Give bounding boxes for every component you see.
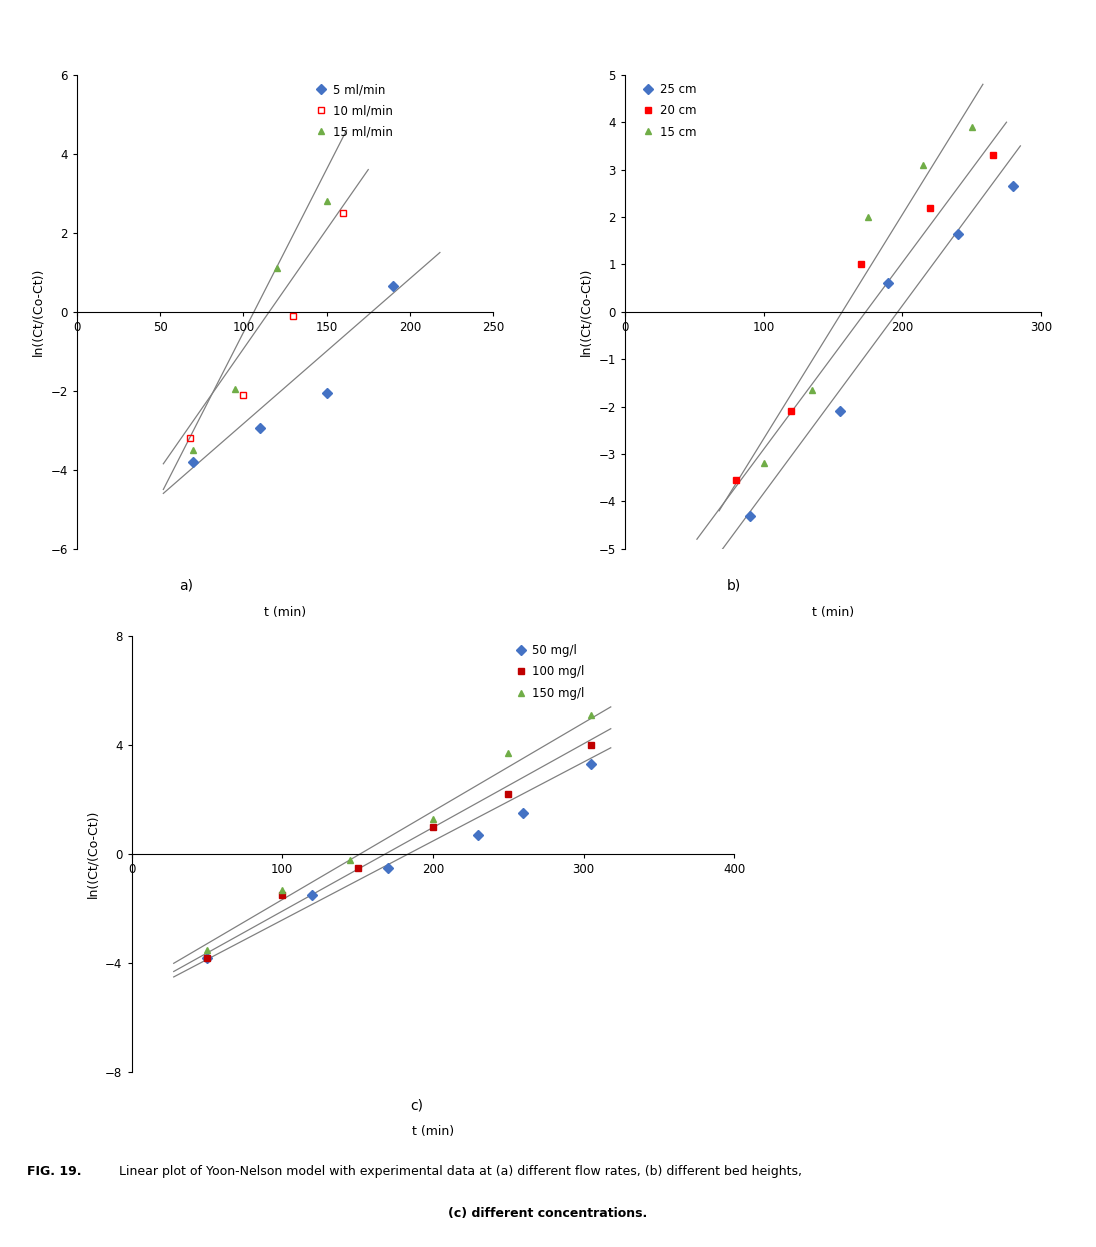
- 100 mg/l: [201, 950, 214, 965]
- 20 cm: [729, 473, 742, 488]
- 25 cm: [833, 404, 846, 419]
- 100 mg/l: [351, 860, 364, 875]
- Text: (c) different concentrations.: (c) different concentrations.: [448, 1207, 648, 1220]
- 25 cm: [1007, 178, 1020, 193]
- Line: 50 mg/l: 50 mg/l: [204, 761, 595, 961]
- Line: 15 cm: 15 cm: [760, 123, 975, 466]
- 15 cm: [966, 120, 979, 135]
- 25 cm: [951, 226, 964, 241]
- 5 ml/min: [387, 278, 400, 293]
- Y-axis label: ln((Ct/(Co-Ct)): ln((Ct/(Co-Ct)): [32, 268, 45, 355]
- Line: 100 mg/l: 100 mg/l: [204, 742, 595, 961]
- Text: a): a): [180, 579, 193, 592]
- 20 cm: [785, 404, 798, 419]
- Legend: 50 mg/l, 100 mg/l, 150 mg/l: 50 mg/l, 100 mg/l, 150 mg/l: [511, 642, 587, 702]
- Text: Linear plot of Yoon-Nelson model with experimental data at (a) different flow ra: Linear plot of Yoon-Nelson model with ex…: [115, 1166, 802, 1178]
- Text: b): b): [727, 579, 742, 592]
- 100 mg/l: [276, 888, 289, 903]
- 150 mg/l: [343, 852, 356, 867]
- 20 cm: [854, 257, 867, 272]
- Legend: 25 cm, 20 cm, 15 cm: 25 cm, 20 cm, 15 cm: [639, 81, 699, 141]
- Legend: 5 ml/min, 10 ml/min, 15 ml/min: 5 ml/min, 10 ml/min, 15 ml/min: [311, 81, 396, 141]
- 5 ml/min: [253, 420, 266, 435]
- 100 mg/l: [584, 738, 597, 753]
- 150 mg/l: [426, 812, 439, 827]
- 50 mg/l: [381, 860, 395, 875]
- 15 cm: [861, 209, 875, 224]
- 50 mg/l: [471, 828, 484, 843]
- Y-axis label: ln((Ct/(Co-Ct)): ln((Ct/(Co-Ct)): [87, 811, 100, 898]
- Text: c): c): [410, 1099, 423, 1112]
- Line: 10 ml/min: 10 ml/min: [186, 209, 346, 441]
- 10 ml/min: [237, 387, 250, 402]
- 5 ml/min: [320, 385, 333, 400]
- 150 mg/l: [584, 707, 597, 722]
- 100 mg/l: [502, 787, 515, 802]
- 15 cm: [757, 456, 770, 471]
- Text: t (min): t (min): [812, 606, 854, 619]
- 10 ml/min: [336, 206, 350, 221]
- 150 mg/l: [276, 882, 289, 897]
- 25 cm: [743, 508, 756, 522]
- 20 cm: [924, 200, 937, 214]
- 100 mg/l: [426, 819, 439, 834]
- 25 cm: [882, 276, 895, 291]
- 50 mg/l: [584, 757, 597, 772]
- 50 mg/l: [201, 950, 214, 965]
- 150 mg/l: [201, 943, 214, 958]
- 15 ml/min: [270, 261, 283, 276]
- 50 mg/l: [306, 888, 319, 903]
- Line: 25 cm: 25 cm: [746, 183, 1017, 519]
- 150 mg/l: [502, 746, 515, 761]
- Line: 15 ml/min: 15 ml/min: [190, 198, 330, 454]
- Line: 150 mg/l: 150 mg/l: [204, 712, 595, 953]
- 20 cm: [986, 148, 1000, 163]
- Text: FIG. 19.: FIG. 19.: [27, 1166, 82, 1178]
- 15 ml/min: [228, 382, 241, 397]
- Y-axis label: ln((Ct/(Co-Ct)): ln((Ct/(Co-Ct)): [580, 268, 593, 355]
- Text: t (min): t (min): [264, 606, 306, 619]
- Line: 5 ml/min: 5 ml/min: [190, 283, 397, 465]
- 5 ml/min: [186, 454, 199, 469]
- 10 ml/min: [183, 430, 196, 445]
- Text: t (min): t (min): [412, 1125, 454, 1137]
- Line: 20 cm: 20 cm: [732, 152, 996, 484]
- 15 cm: [806, 383, 819, 398]
- 15 ml/min: [186, 443, 199, 458]
- 10 ml/min: [287, 308, 300, 323]
- 50 mg/l: [517, 806, 530, 821]
- 15 ml/min: [320, 193, 333, 208]
- 15 cm: [916, 157, 929, 172]
